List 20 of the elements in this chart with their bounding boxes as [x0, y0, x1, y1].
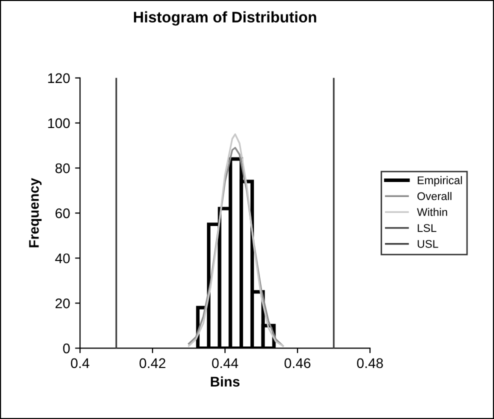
legend-label: LSL	[418, 224, 436, 232]
y-tick-label: 0	[63, 344, 70, 354]
y-tick-label: 20	[56, 298, 70, 308]
y-tick-label: 60	[56, 208, 70, 218]
x-tick-label: 0.42	[140, 358, 166, 368]
x-axis-title: Bins	[210, 376, 240, 387]
y-tick-label: 40	[55, 253, 70, 264]
x-tick-label: 0.48	[357, 358, 383, 368]
y-tick-label: 80	[55, 163, 70, 174]
y-tick-label: 100	[48, 118, 70, 128]
x-tick-label: 0.44	[212, 358, 238, 368]
y-tick-label: 120	[48, 73, 70, 84]
x-tick-label: 0.46	[284, 358, 310, 368]
x-tick-label: 0.4	[70, 358, 90, 368]
legend-label: Within	[416, 208, 448, 216]
legend-label: Overall	[417, 192, 452, 200]
legend-label: USL	[418, 240, 438, 248]
chart-title: Histogram of Distribution	[134, 11, 316, 26]
y-axis-title: Frequency	[29, 178, 42, 248]
legend-label: Empirical	[418, 176, 462, 186]
